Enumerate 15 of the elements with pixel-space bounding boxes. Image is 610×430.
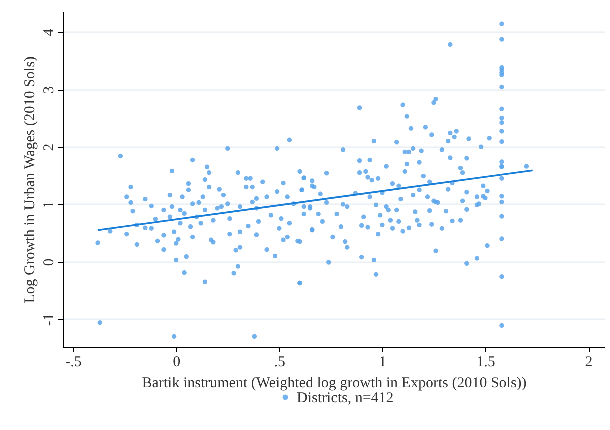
y-tick-label: 0 — [42, 258, 58, 266]
x-tick-label: .5 — [274, 354, 286, 370]
y-tick-label: 3 — [42, 86, 58, 94]
y-tick-label: 4 — [42, 28, 58, 36]
x-tick-label: 1.5 — [476, 354, 496, 370]
y-tick-label: 2 — [42, 144, 58, 152]
x-tick-label: 2 — [585, 354, 593, 370]
legend-label: Districts, n=412 — [297, 390, 394, 406]
x-tick-label: -.5 — [66, 354, 82, 370]
y-axis-title: Log Growth in Urban Wages (2010 Sols) — [22, 56, 38, 304]
y-tick-label: 1 — [42, 201, 58, 209]
y-tick-label: -1 — [42, 314, 58, 326]
x-axis-title: Bartik instrument (Weighted log growth in Exports (2010 Sols)) — [142, 376, 527, 392]
x-tick-label: 1 — [379, 354, 387, 370]
x-tick-label: 0 — [173, 354, 181, 370]
